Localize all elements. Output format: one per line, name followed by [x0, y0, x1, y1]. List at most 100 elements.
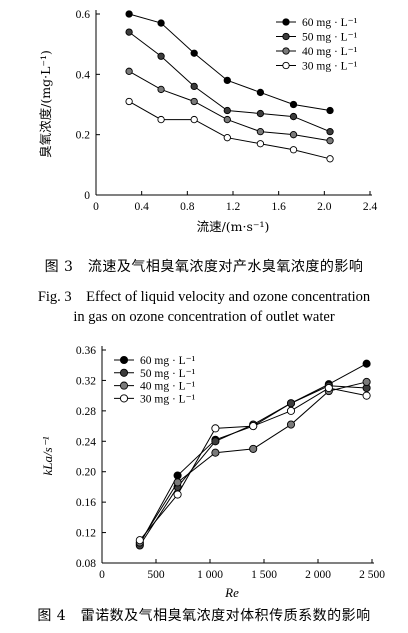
- x-axis-label: Re: [224, 585, 239, 600]
- legend-label: 50 mg · L⁻¹: [140, 368, 196, 380]
- data-point-series-3: [211, 448, 220, 457]
- data-point-series-2: [286, 399, 296, 408]
- x-tick-label: 0: [99, 569, 105, 581]
- figure-4-caption-chinese: 图 4 雷诺数及气相臭氧浓度对体积传质系数的影响: [37, 608, 371, 624]
- legend-label: 40 mg · L⁻¹: [140, 381, 196, 393]
- data-point-series-3: [289, 131, 298, 139]
- x-tick-label: 1.2: [226, 201, 241, 213]
- x-tick-label: 0.4: [134, 201, 149, 213]
- data-point-series-2: [289, 112, 298, 121]
- chart-velocity-vs-ozone: 0 0.4 0.8 1.2 1.6 2.0 2.4 0 0.2 0.4 0.6 流速/(m·s⁻¹) 臭…: [38, 9, 377, 234]
- data-point-series-3: [223, 115, 231, 124]
- data-point-series-4: [190, 115, 198, 124]
- x-tick-label: 500: [147, 569, 165, 581]
- data-point-series-4: [249, 422, 258, 431]
- series-line-1: [128, 13, 331, 112]
- data-point-series-2: [190, 82, 198, 91]
- x-tick-label: 1 000: [197, 569, 223, 581]
- legend-marker: [282, 18, 290, 26]
- data-point-series-4: [289, 146, 298, 154]
- x-tick-label: 2.4: [363, 201, 378, 213]
- x-tick-label: 2.0: [317, 201, 332, 213]
- data-point-series-1: [362, 359, 371, 368]
- data-point-series-3: [125, 67, 133, 75]
- series-line-2: [139, 385, 367, 546]
- legend-label: 60 mg · L⁻¹: [302, 17, 358, 29]
- x-tick-label: 0: [93, 201, 99, 213]
- y-tick-label: 0.28: [76, 406, 96, 418]
- legend-marker: [282, 32, 290, 41]
- legend-label: 30 mg · L⁻¹: [140, 393, 196, 405]
- data-point-series-4: [211, 424, 220, 433]
- y-tick-label: 0.32: [76, 375, 96, 387]
- x-tick-label: 2 500: [359, 569, 385, 581]
- figure-3-caption-chinese: 图 3 流速及气相臭氧浓度对产水臭氧浓度的影响: [44, 259, 364, 275]
- x-tick-label: 0.8: [180, 201, 195, 213]
- y-tick-label: 0: [84, 190, 90, 202]
- data-point-series-3: [249, 444, 258, 453]
- legend-label: 30 mg · L⁻¹: [302, 61, 358, 73]
- data-point-series-4: [256, 140, 265, 148]
- data-point-series-2: [256, 109, 265, 118]
- y-tick-label: 0.16: [76, 497, 96, 509]
- data-point-series-3: [256, 127, 265, 136]
- y-axis-label: kLa/s⁻¹: [40, 436, 55, 475]
- data-point-series-1: [223, 76, 231, 85]
- data-point-series-4: [135, 536, 144, 545]
- figure-3-caption-english-line1: Fig. 3 Effect of liquid velocity and ozo…: [37, 289, 371, 305]
- legend-label: 50 mg · L⁻¹: [302, 32, 358, 44]
- data-point-series-1: [190, 49, 198, 57]
- y-tick-label: 0.20: [76, 467, 96, 479]
- data-point-series-3: [362, 377, 371, 387]
- legend-marker: [119, 394, 129, 403]
- data-point-series-4: [125, 97, 133, 106]
- data-point-series-1: [326, 106, 334, 115]
- legend-label: 60 mg · L⁻¹: [140, 355, 196, 367]
- data-point-series-1: [173, 471, 182, 480]
- y-tick-label: 0.08: [76, 558, 96, 570]
- legend-marker: [119, 355, 129, 365]
- x-axis-label: 流速/(m·s⁻¹): [197, 219, 270, 234]
- series-line-4: [139, 387, 367, 541]
- y-axis-label: 臭氧浓度/(mg·L⁻¹): [38, 50, 53, 158]
- data-point-series-4: [223, 134, 231, 142]
- legend-marker: [119, 381, 129, 390]
- data-point-series-3: [190, 97, 198, 106]
- y-tick-label: 0.2: [76, 130, 91, 142]
- data-point-series-3: [157, 85, 165, 94]
- data-point-series-3: [286, 420, 296, 429]
- chart-re-vs-kla: 0 500 1 000 1 500 2 000 2 500 0.08 0.12 0.16 0.20…: [40, 345, 385, 600]
- y-tick-label: 0.36: [76, 345, 96, 357]
- legend-label: 40 mg · L⁻¹: [302, 46, 358, 58]
- data-point-series-2: [326, 127, 334, 136]
- x-tick-label: 1 500: [251, 569, 277, 581]
- data-point-series-2: [125, 28, 133, 36]
- data-point-series-4: [326, 155, 334, 163]
- data-point-series-4: [157, 115, 165, 124]
- data-point-series-1: [125, 10, 133, 18]
- data-point-series-4: [286, 406, 296, 415]
- data-point-series-3: [173, 478, 182, 487]
- data-point-series-4: [362, 391, 371, 400]
- data-point-series-2: [223, 106, 231, 115]
- data-point-series-4: [173, 490, 182, 499]
- data-point-series-1: [157, 19, 165, 27]
- legend-marker: [282, 47, 290, 55]
- legend-marker: [282, 61, 290, 70]
- y-tick-label: 0.6: [76, 9, 91, 21]
- legend-marker: [119, 368, 129, 377]
- y-tick-label: 0.12: [76, 528, 96, 540]
- x-tick-label: 2 000: [305, 569, 331, 581]
- y-tick-label: 0.4: [76, 69, 91, 81]
- data-point-series-1: [256, 88, 265, 97]
- data-point-series-2: [211, 437, 220, 446]
- data-point-series-4: [324, 383, 333, 393]
- series-line-3: [139, 381, 367, 543]
- x-tick-label: 1.6: [271, 201, 286, 213]
- data-point-series-3: [326, 137, 334, 145]
- figure-3-caption-english-line2: in gas on ozone concentration of outlet …: [73, 309, 335, 325]
- data-point-series-2: [157, 52, 165, 60]
- y-tick-label: 0.24: [76, 436, 96, 448]
- data-point-series-1: [289, 100, 298, 109]
